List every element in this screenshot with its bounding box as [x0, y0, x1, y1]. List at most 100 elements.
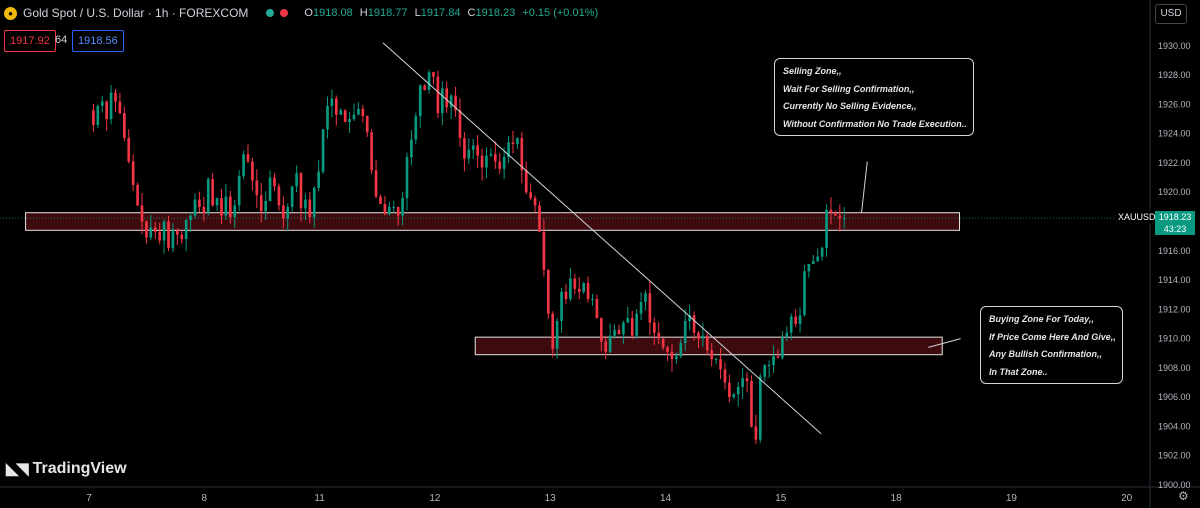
candle [379, 196, 382, 204]
candle [714, 359, 718, 361]
candle [670, 351, 674, 360]
candle [308, 199, 312, 218]
candle [741, 378, 744, 387]
candle [339, 110, 343, 115]
spread-value: 64 [55, 34, 68, 46]
candle [476, 145, 479, 156]
candle [781, 337, 784, 358]
candle [785, 332, 789, 338]
candle [215, 198, 219, 206]
candle [767, 364, 771, 366]
candle [123, 113, 126, 139]
x-tick-label: 11 [314, 493, 325, 504]
candle [560, 291, 563, 322]
close-label: C [467, 7, 476, 19]
candle [410, 139, 413, 158]
candle [361, 108, 365, 117]
candle [533, 198, 537, 206]
candle [666, 347, 669, 352]
candle [343, 110, 347, 122]
candle [820, 247, 824, 257]
candle [697, 332, 700, 339]
candle [131, 161, 135, 185]
candle [542, 231, 546, 270]
low-value: 1917.84 [420, 7, 461, 19]
buying-zone-note[interactable]: Buying Zone For Today,, If Price Come He… [980, 306, 1123, 384]
trendline[interactable] [382, 42, 822, 435]
candle [140, 205, 144, 222]
candle [467, 149, 471, 159]
candle [489, 154, 493, 156]
currency-button[interactable]: USD [1155, 4, 1187, 24]
candle [211, 179, 214, 206]
candle [661, 338, 665, 348]
candle [392, 206, 396, 208]
open-value: 1918.08 [312, 7, 353, 19]
candle [326, 105, 329, 130]
tradingview-logo-icon: ◣◥ [6, 461, 29, 478]
x-tick-label: 13 [545, 493, 557, 504]
candle [167, 221, 170, 248]
x-tick-label: 12 [429, 493, 441, 504]
note-line: Buying Zone For Today,, [989, 314, 1094, 324]
candle [100, 101, 104, 106]
note-line: Currently No Selling Evidence,, [783, 101, 917, 111]
candle [754, 426, 758, 440]
candle [273, 177, 276, 187]
candle [246, 154, 250, 162]
candle [644, 293, 647, 303]
candle [158, 231, 161, 241]
candle [281, 205, 285, 219]
candle [149, 227, 153, 238]
y-tick-label: 1920.00 [1158, 187, 1191, 197]
selling-zone-note[interactable]: Selling Zone,, Wait For Selling Confirma… [774, 58, 974, 136]
candle [683, 321, 687, 344]
sell-price-button[interactable]: 1917.92 [4, 30, 56, 52]
candle [626, 318, 630, 323]
candle [719, 359, 722, 370]
candle [511, 142, 515, 144]
candle [268, 177, 272, 202]
tradingview-logo[interactable]: ◣◥ TradingView [6, 459, 127, 479]
note-line: Wait For Selling Confirmation,, [783, 83, 915, 94]
candle [202, 206, 206, 213]
y-tick-label: 1904.00 [1158, 421, 1191, 431]
gear-icon[interactable]: ⚙ [1178, 489, 1189, 503]
candle [242, 154, 245, 177]
candle [414, 116, 418, 140]
candle [237, 176, 241, 206]
candle [277, 186, 281, 206]
y-tick-label: 1930.00 [1158, 41, 1191, 51]
candle [136, 184, 139, 206]
candle [829, 209, 833, 213]
candle [520, 138, 524, 171]
candle [652, 322, 656, 333]
candle [524, 170, 528, 193]
y-tick-label: 1928.00 [1158, 70, 1191, 80]
candle [229, 196, 232, 218]
buying-zone[interactable] [474, 336, 943, 356]
buy-price-button[interactable]: 1918.56 [72, 30, 124, 52]
candle [251, 161, 254, 181]
candle [405, 157, 409, 199]
candle [732, 394, 736, 398]
candle [705, 335, 709, 351]
candle [330, 98, 334, 106]
candle [635, 313, 638, 336]
selling-zone[interactable] [25, 212, 961, 231]
candle [449, 95, 453, 108]
candle [692, 315, 696, 333]
gold-coin-icon[interactable]: ● [4, 6, 17, 20]
candle [546, 269, 550, 314]
candle [617, 329, 621, 335]
candle [334, 98, 338, 115]
symbol-title[interactable]: Gold Spot / U.S. Dollar · 1h · FOREXCOM [23, 6, 249, 20]
candle [317, 171, 320, 188]
candle [224, 196, 228, 216]
candle [758, 376, 762, 440]
candle [396, 206, 400, 216]
candle [551, 313, 555, 349]
candle [427, 72, 431, 90]
candle [710, 350, 714, 360]
